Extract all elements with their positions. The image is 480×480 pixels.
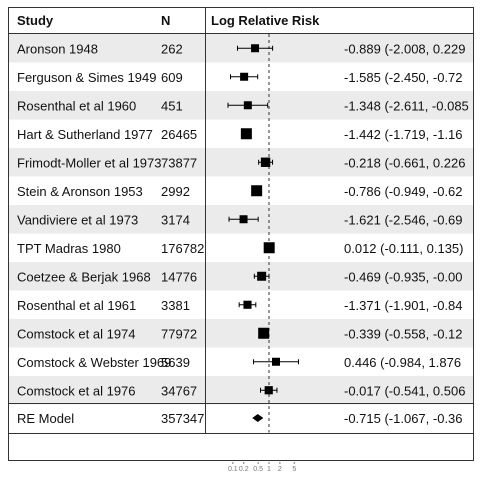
study-name: Comstock & Webster 1969 <box>17 355 171 370</box>
point-estimate <box>272 357 281 366</box>
point-estimate <box>251 44 260 53</box>
study-n: 73877 <box>161 155 197 170</box>
point-estimate <box>263 242 275 254</box>
table-row: Hart & Sutherland 1977 26465 -1.442 (-1.71… <box>17 127 463 142</box>
table-border <box>8 7 474 461</box>
study-name: Rosenthal et al 1960 <box>17 98 136 113</box>
point-estimate <box>258 327 270 339</box>
table-row: Aronson 1948 262 -0.889 (-2.008, 0.229 <box>17 41 465 56</box>
row-stripe <box>9 148 473 177</box>
point-estimate <box>243 101 252 110</box>
point-estimate <box>264 386 273 395</box>
study-n: 3381 <box>161 298 190 313</box>
study-n: 451 <box>161 98 183 113</box>
header-plot: Log Relative Risk <box>211 13 320 28</box>
table-row: TPT Madras 1980 176782 0.012 (-0.111, 0.13… <box>17 241 464 256</box>
study-n: 34767 <box>161 383 197 398</box>
summary-diamond <box>252 414 264 422</box>
x-tick-label: 2 <box>278 466 282 473</box>
row-stripe <box>9 376 473 405</box>
study-rows: Aronson 1948 262 -0.889 (-2.008, 0.229 Ferg… <box>17 41 469 398</box>
study-n: 77972 <box>161 326 197 341</box>
study-name: Hart & Sutherland 1977 <box>17 127 153 142</box>
study-n: 26465 <box>161 127 197 142</box>
point-estimate <box>251 185 263 197</box>
study-name: Stein & Aronson 1953 <box>17 184 143 199</box>
study-name: Coetzee & Berjak 1968 <box>17 269 151 284</box>
x-tick-label: 0.2 <box>239 466 249 473</box>
ci-label: -1.348 (-2.611, -0.085 <box>344 98 469 113</box>
x-tick-label: 1 <box>267 466 271 473</box>
study-n: 14776 <box>161 269 197 284</box>
table-row: Vandiviere et al 1973 3174 -1.621 (-2.546,… <box>17 212 463 227</box>
point-estimate <box>257 271 267 281</box>
study-name: Rosenthal et al 1961 <box>17 298 136 313</box>
header-n: N <box>161 13 170 28</box>
table-row: Comstock et al 1974 77972 -0.339 (-0.558, … <box>17 326 463 341</box>
point-estimate <box>260 157 271 167</box>
study-n: 2992 <box>161 184 190 199</box>
table-row: Rosenthal et al 1961 3381 -1.371 (-1.901, … <box>17 298 463 313</box>
ci-label: -1.442 (-1.719, -1.16 <box>344 127 463 142</box>
study-name: Vandiviere et al 1973 <box>17 212 138 227</box>
ci-label: -0.017 (-0.541, 0.506 <box>344 383 465 398</box>
x-tick-label: 0.5 <box>253 466 263 473</box>
table-row: Coetzee & Berjak 1968 14776 -0.469 (-0.935… <box>17 269 463 284</box>
summary-n: 357347 <box>161 411 204 426</box>
point-estimate <box>240 128 252 140</box>
table-row: Stein & Aronson 1953 2992 -0.786 (-0.949, … <box>17 184 463 199</box>
ci-label: -0.469 (-0.935, -0.00 <box>344 269 463 284</box>
ci-label: -1.621 (-2.546, -0.69 <box>344 212 463 227</box>
ci-label: 0.446 (-0.984, 1.876 <box>344 355 461 370</box>
study-name: TPT Madras 1980 <box>17 241 121 256</box>
study-n: 176782 <box>161 241 204 256</box>
summary-name: RE Model <box>17 411 74 426</box>
row-stripes <box>9 34 473 405</box>
point-estimate <box>240 72 249 81</box>
ci-label: -1.585 (-2.450, -0.72 <box>344 70 463 85</box>
study-n: 609 <box>161 70 183 85</box>
ci-label: -0.218 (-0.661, 0.226 <box>344 155 465 170</box>
table-row: Frimodt-Moller et al 1973 73877 -0.218 (-0… <box>17 155 465 170</box>
study-name: Comstock et al 1974 <box>17 326 136 341</box>
study-name: Ferguson & Simes 1949 <box>17 70 156 85</box>
ci-label: -0.889 (-2.008, 0.229 <box>344 41 465 56</box>
table-row: Comstock et al 1976 34767 -0.017 (-0.541, … <box>17 383 465 398</box>
table-row: Rosenthal et al 1960 451 -1.348 (-2.611, -… <box>17 98 469 113</box>
x-axis: 0.1 0.2 0.5 1 2 5 <box>228 462 296 473</box>
point-estimate <box>239 215 248 224</box>
ci-label: -0.786 (-0.949, -0.62 <box>344 184 463 199</box>
summary-ci-label: -0.715 (-1.067, -0.36 <box>344 411 463 426</box>
study-name: Comstock et al 1976 <box>17 383 136 398</box>
study-n: 3174 <box>161 212 190 227</box>
study-n: 5639 <box>161 355 190 370</box>
x-tick-label: 5 <box>292 466 296 473</box>
row-stripe <box>9 319 473 348</box>
x-tick-label: 0.1 <box>228 466 238 473</box>
header-study: Study <box>17 13 54 28</box>
point-estimate <box>243 300 252 309</box>
row-stripe <box>9 262 473 291</box>
ci-label: -0.339 (-0.558, -0.12 <box>344 326 463 341</box>
study-name: Frimodt-Moller et al 1973 <box>17 155 162 170</box>
ci-label: 0.012 (-0.111, 0.135) <box>344 241 464 256</box>
table-row: Ferguson & Simes 1949 609 -1.585 (-2.450, … <box>17 70 463 85</box>
study-n: 262 <box>161 41 183 56</box>
study-name: Aronson 1948 <box>17 41 98 56</box>
ci-label: -1.371 (-1.901, -0.84 <box>344 298 463 313</box>
summary-row: RE Model 357347 -0.715 (-1.067, -0.36 <box>17 411 463 426</box>
